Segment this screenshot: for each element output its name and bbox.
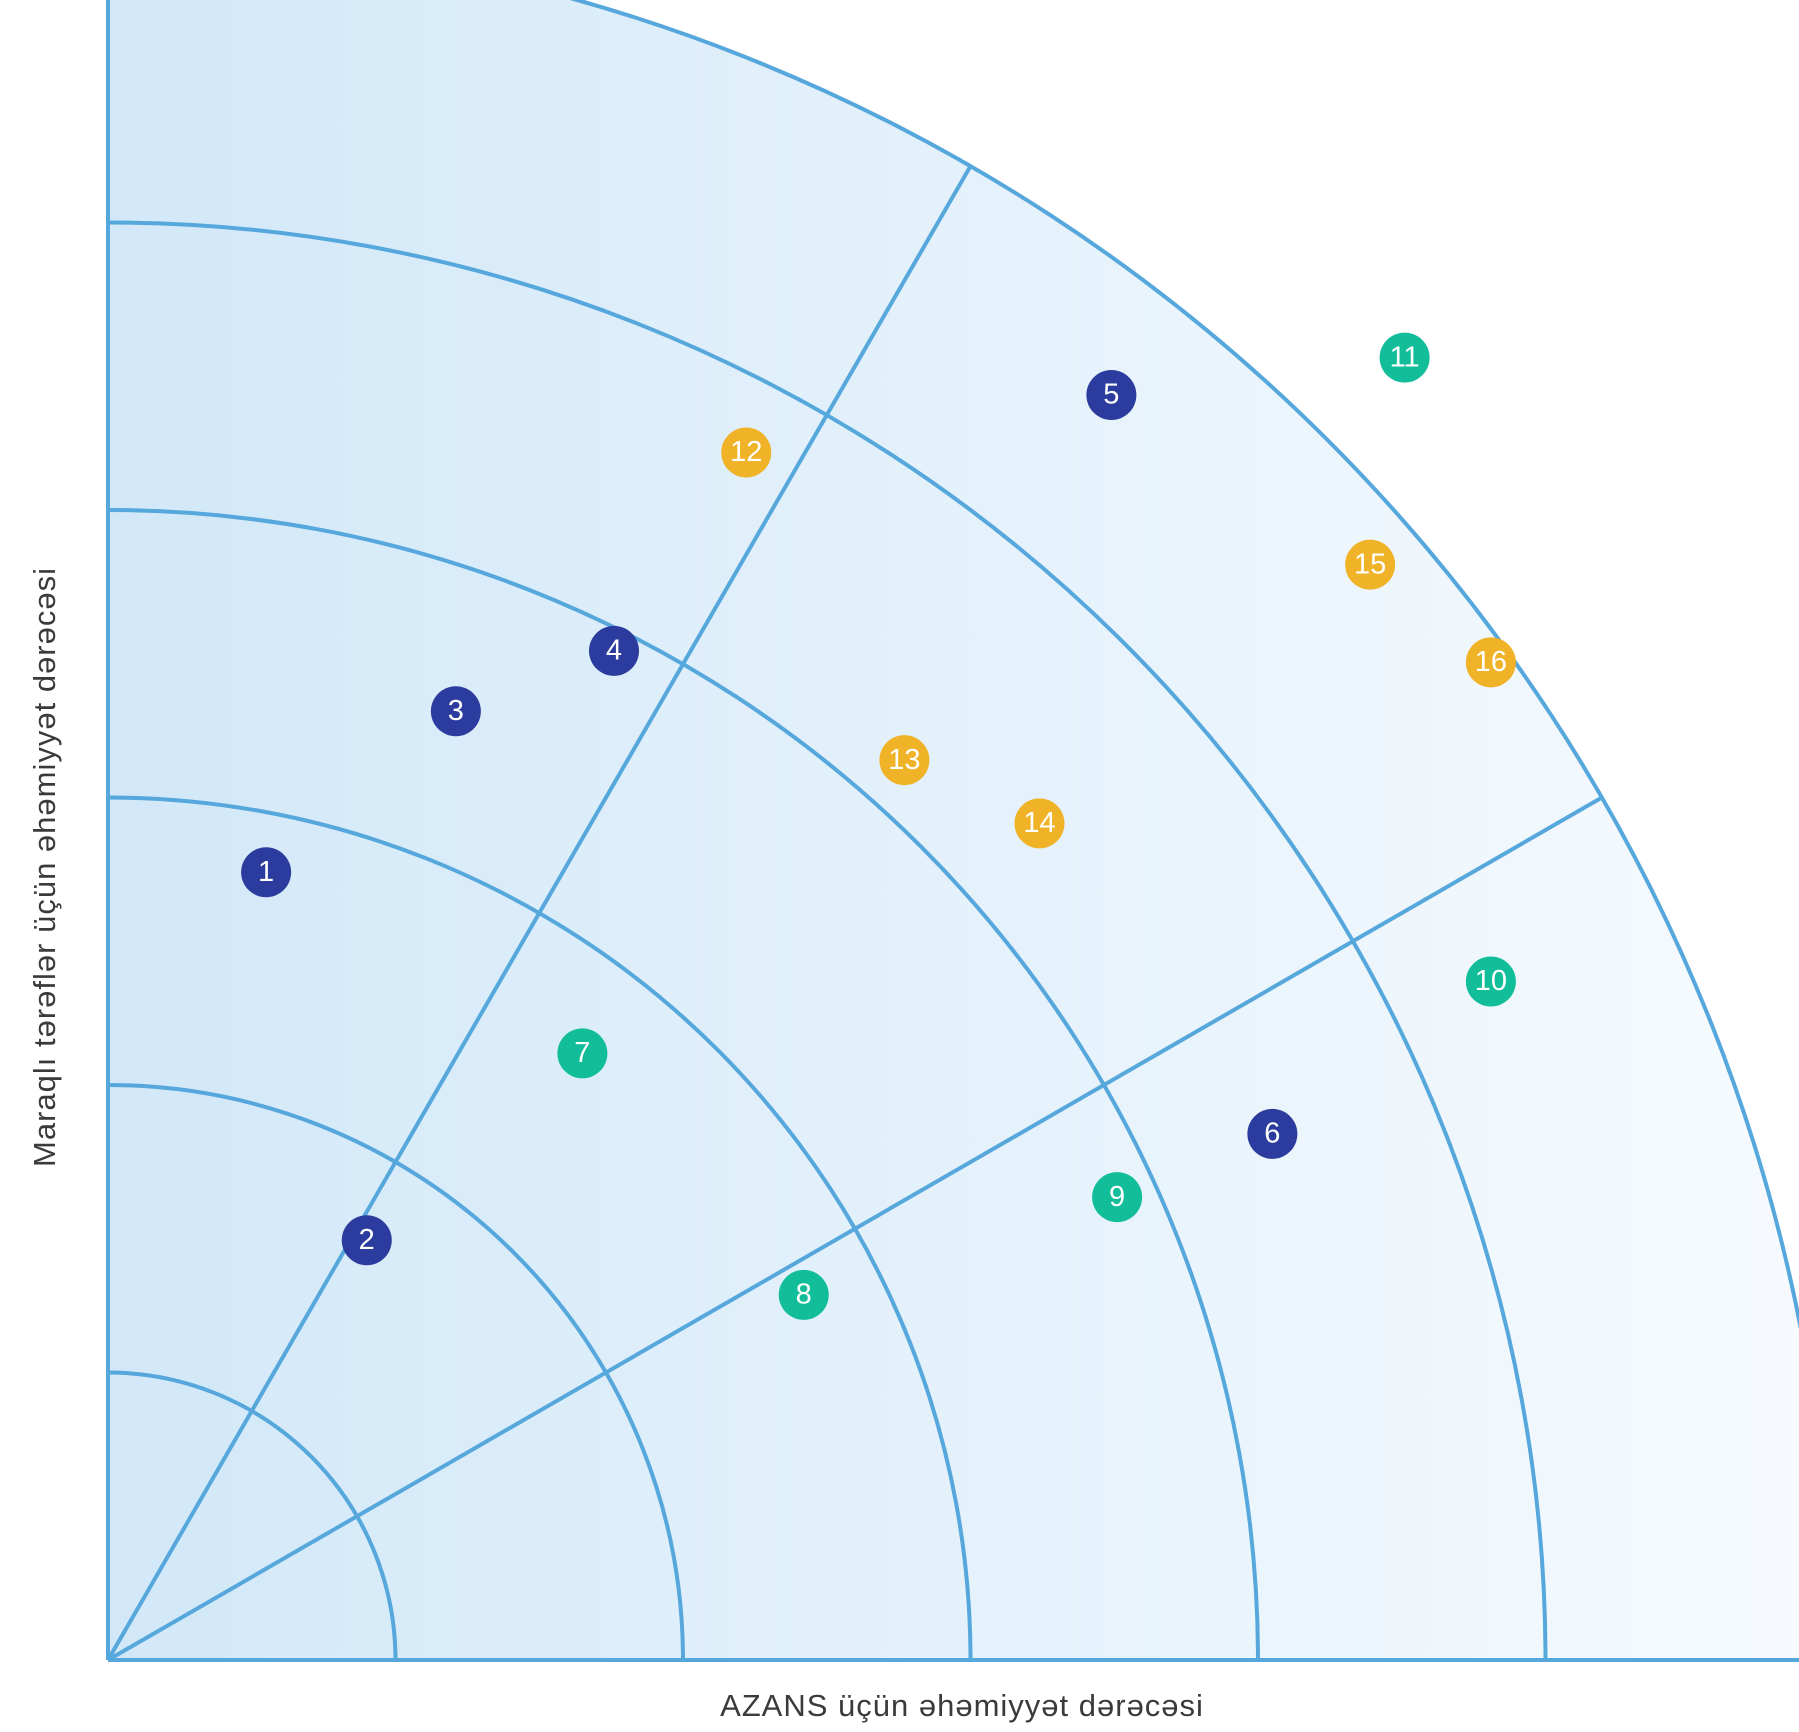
ring-line <box>107 220 1548 1661</box>
point-dot <box>1465 956 1516 1007</box>
point-marker: 13 <box>879 735 930 786</box>
ring-line <box>107 508 1260 1661</box>
point-dot <box>589 625 639 676</box>
point-dot <box>557 1028 608 1079</box>
point-dot <box>1086 370 1137 420</box>
ring-line <box>107 795 973 1661</box>
point-marker: 1 <box>241 847 292 898</box>
point-marker: 4 <box>589 625 639 676</box>
point-number-label: 12 <box>730 436 762 468</box>
point-number-label: 7 <box>574 1037 590 1069</box>
point-number-label: 11 <box>1390 341 1420 373</box>
sector-divider-line <box>106 165 973 1662</box>
point-marker: 6 <box>1247 1108 1298 1159</box>
point-number-label: 2 <box>359 1224 375 1256</box>
point-number-label: 9 <box>1109 1181 1125 1213</box>
point-marker: 10 <box>1465 956 1516 1007</box>
point-number-label: 6 <box>1264 1118 1280 1150</box>
point-marker: 11 <box>1379 332 1430 383</box>
point-number-label: 5 <box>1103 379 1119 411</box>
point-marker: 7 <box>557 1028 608 1079</box>
sector-divider-line <box>106 795 1603 1662</box>
point-number-label: 14 <box>1023 807 1055 839</box>
point-marker: 14 <box>1014 798 1065 849</box>
point-marker: 15 <box>1345 539 1396 590</box>
point-dot <box>1247 1108 1298 1159</box>
point-dot <box>1014 798 1065 849</box>
point-marker: 2 <box>341 1215 392 1266</box>
point-marker: 3 <box>430 686 481 737</box>
point-number-label: 3 <box>448 695 464 727</box>
sector-dividers <box>106 165 1603 1662</box>
y-axis-title: Maraqlı tərəflər üçün əhəmiyyət dərəcəsi <box>27 567 62 1167</box>
x-axis-title: AZANS üçün əhəmiyyət dərəcəsi <box>720 1688 1204 1723</box>
point-number-label: 4 <box>606 635 622 667</box>
ring-line <box>569 0 1799 1330</box>
point-number-label: 8 <box>796 1279 812 1311</box>
axes <box>106 0 1799 1662</box>
point-marker: 8 <box>778 1269 829 1320</box>
point-dot <box>1379 332 1430 383</box>
point-dot <box>241 847 292 898</box>
point-number-label: 13 <box>888 744 920 776</box>
point-dot <box>1465 637 1516 688</box>
ring-gridlines <box>107 0 1799 1661</box>
point-marker: 12 <box>721 427 772 478</box>
point-dot <box>778 1269 829 1320</box>
point-marker: 16 <box>1465 637 1516 688</box>
point-dot <box>341 1215 392 1266</box>
ring-line <box>107 1083 685 1661</box>
quadrant-background <box>108 0 1799 1660</box>
point-number-label: 15 <box>1354 548 1386 580</box>
point-dot <box>430 686 481 737</box>
point-dot <box>721 427 772 478</box>
point-number-label: 16 <box>1475 646 1507 678</box>
point-marker: 9 <box>1092 1172 1143 1223</box>
point-dot <box>879 735 930 786</box>
point-number-label: 10 <box>1475 965 1507 997</box>
ring-line <box>107 1370 398 1661</box>
point-dot <box>1092 1172 1143 1223</box>
point-number-label: 1 <box>258 856 274 888</box>
point-dot <box>1345 539 1396 590</box>
point-marker: 5 <box>1086 370 1137 420</box>
